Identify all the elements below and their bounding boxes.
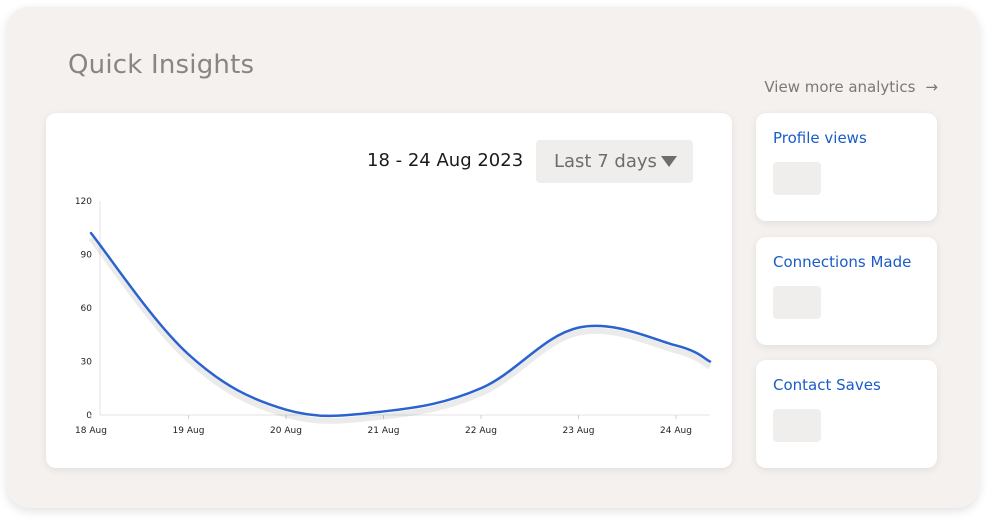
view-more-label: View more analytics bbox=[764, 78, 916, 96]
stat-label-connections-made: Connections Made bbox=[773, 253, 912, 271]
x-tick-label: 23 Aug bbox=[563, 426, 595, 436]
stat-card-profile-views[interactable]: Profile views bbox=[756, 113, 937, 221]
y-tick-label: 0 bbox=[86, 411, 92, 421]
stat-value-placeholder bbox=[773, 162, 821, 195]
range-select-dropdown[interactable]: Last 7 days bbox=[536, 140, 693, 183]
series-line bbox=[89, 231, 712, 418]
date-range-label: 18 - 24 Aug 2023 bbox=[367, 150, 524, 171]
page-title: Quick Insights bbox=[68, 50, 255, 80]
x-tick-label: 19 Aug bbox=[173, 426, 205, 436]
x-tick-label: 24 Aug bbox=[660, 426, 692, 436]
stat-label-profile-views: Profile views bbox=[773, 129, 867, 147]
chart-card: 18 - 24 Aug 2023 Last 7 days 0 30 60 90 120 1… bbox=[46, 113, 732, 468]
caret-down-icon bbox=[661, 156, 677, 167]
stat-card-connections-made[interactable]: Connections Made bbox=[756, 237, 937, 345]
y-tick-label: 30 bbox=[81, 358, 93, 368]
view-more-analytics-link[interactable]: View more analytics → bbox=[764, 78, 938, 96]
x-tick-label: 21 Aug bbox=[368, 426, 400, 436]
y-tick-label: 60 bbox=[81, 304, 93, 314]
stat-value-placeholder bbox=[773, 409, 821, 442]
x-tick-label: 18 Aug bbox=[75, 426, 107, 436]
line-chart: 0 30 60 90 120 18 Aug 19 Aug 20 Aug 21 Aug 22 Aug… bbox=[75, 197, 712, 436]
y-tick-label: 120 bbox=[75, 197, 92, 207]
y-tick-label: 90 bbox=[81, 251, 93, 261]
x-tick-label: 22 Aug bbox=[465, 426, 497, 436]
x-tick-label: 20 Aug bbox=[270, 426, 302, 436]
stat-label-contact-saves: Contact Saves bbox=[773, 376, 881, 394]
range-select-value: Last 7 days bbox=[554, 151, 657, 172]
stat-value-placeholder bbox=[773, 286, 821, 319]
series-line-shadow bbox=[88, 236, 712, 424]
arrow-right-icon: → bbox=[925, 78, 938, 96]
stat-card-contact-saves[interactable]: Contact Saves bbox=[756, 360, 937, 468]
